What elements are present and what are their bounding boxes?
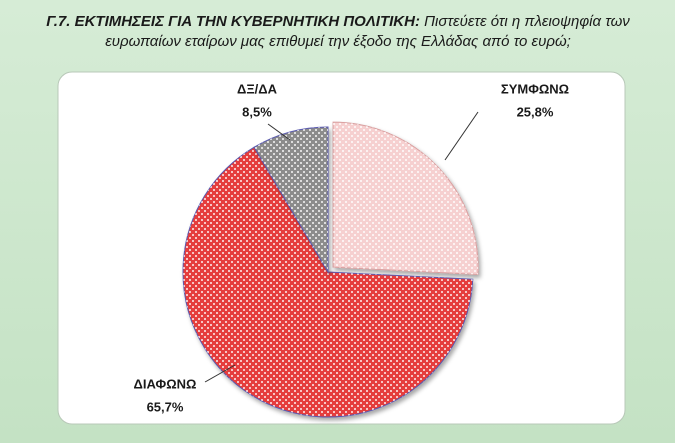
leader-line xyxy=(267,123,291,141)
leader-line xyxy=(204,364,236,383)
chart-subtitle: Πιστεύετε ότι η πλειοψηφία των ευρωπαίων… xyxy=(105,13,630,50)
slice-label: ΣΥΜΦΩΝΩ xyxy=(501,81,569,96)
leader-line xyxy=(444,111,479,161)
slice-value: 65,7% xyxy=(147,399,184,414)
slice-value: 8,5% xyxy=(242,104,272,119)
chart-title: Γ.7. ΕΚΤΙΜΗΣΕΙΣ ΓΙΑ ΤΗΝ ΚΥΒΕΡΝΗΤΙΚΗ ΠΟΛΙ… xyxy=(46,13,420,30)
slice-value: 25,8% xyxy=(517,104,554,119)
slice-label: ΔΙΑΦΩΝΩ xyxy=(134,376,197,391)
title-block: Γ.7. ΕΚΤΙΜΗΣΕΙΣ ΓΙΑ ΤΗΝ ΚΥΒΕΡΝΗΤΙΚΗ ΠΟΛΙ… xyxy=(8,12,668,52)
slice-label: ΔΞ/ΔΑ xyxy=(237,81,278,96)
